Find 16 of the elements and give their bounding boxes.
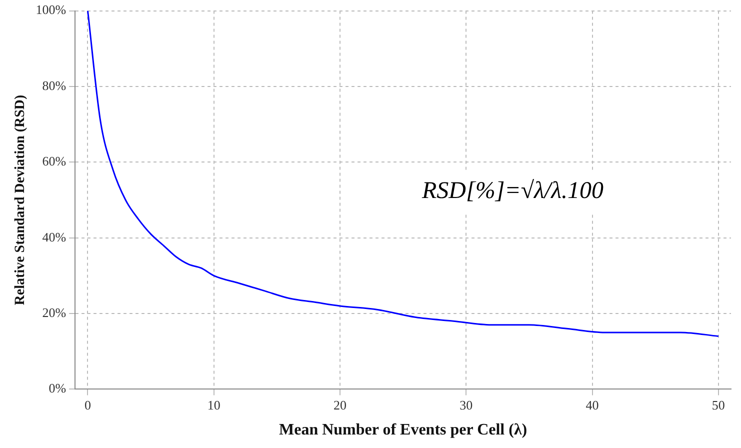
y-axis-title: Relative Standard Deviation (RSD) [13, 94, 28, 306]
x-tick-label: 50 [712, 397, 725, 412]
annotation: RSD[%]=√λ/λ.100 [410, 170, 616, 213]
y-tick-label: 80% [42, 78, 66, 93]
x-tick-label: 0 [84, 397, 91, 412]
x-axis-title: Mean Number of Events per Cell (λ) [279, 422, 528, 439]
y-tick-label: 20% [42, 304, 66, 320]
y-tick-label: 100% [36, 2, 66, 18]
x-tick-label: 30 [460, 397, 473, 412]
x-tick-label: 10 [207, 397, 220, 412]
y-tick-label: 60% [42, 154, 66, 169]
x-tick-label: 40 [586, 397, 599, 412]
x-tick-label: 20 [334, 397, 346, 412]
y-tick-label: 40% [42, 229, 66, 244]
line-series [86, 10, 720, 337]
y-tick-label: 0% [48, 380, 66, 396]
